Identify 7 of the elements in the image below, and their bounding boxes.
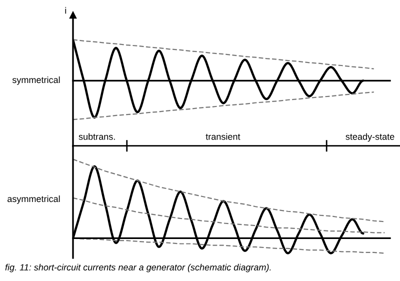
text: asymmetrical <box>8 195 60 204</box>
caption: fig. 11: short-circuit currents near a generator (schematic diagram). <box>5 264 271 272</box>
text: symmetrical <box>12 76 60 85</box>
text: subtrans. <box>78 133 115 140</box>
text: steady-state <box>346 133 394 142</box>
text: transient <box>206 133 240 140</box>
y-axis-title: i <box>65 7 66 14</box>
